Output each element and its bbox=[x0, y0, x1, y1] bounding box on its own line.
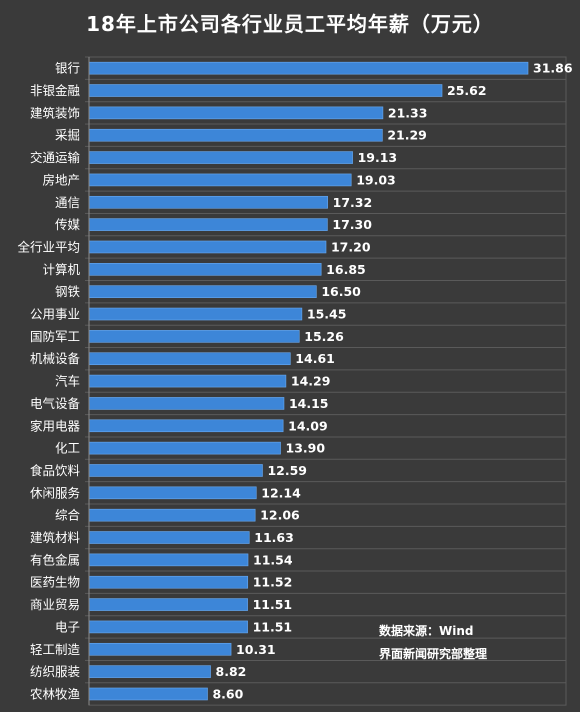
bar bbox=[88, 218, 328, 231]
bar bbox=[88, 486, 257, 500]
category-label: 钢铁 bbox=[55, 284, 81, 299]
chart-title: 18年上市公司各行业员工平均年薪（万元） bbox=[86, 12, 494, 36]
bar bbox=[88, 397, 285, 410]
value-label: 16.85 bbox=[326, 262, 366, 277]
category-label: 轻工制造 bbox=[30, 642, 81, 657]
category-label: 交通运输 bbox=[30, 150, 81, 165]
value-label: 8.60 bbox=[212, 686, 243, 701]
bar bbox=[88, 374, 287, 388]
source-credit: 界面新闻研究部整理 bbox=[379, 647, 488, 661]
bar bbox=[88, 173, 352, 187]
bar bbox=[88, 508, 256, 522]
value-label: 14.09 bbox=[288, 418, 328, 433]
category-label: 通信 bbox=[55, 195, 80, 210]
bar bbox=[88, 575, 249, 589]
category-label: 房地产 bbox=[42, 172, 80, 187]
category-label: 休闲服务 bbox=[30, 485, 80, 500]
value-label: 17.30 bbox=[332, 217, 372, 232]
bar bbox=[88, 531, 250, 544]
category-label: 计算机 bbox=[42, 262, 80, 277]
value-label: 16.50 bbox=[321, 284, 361, 299]
bar bbox=[88, 642, 232, 656]
bar bbox=[88, 106, 384, 120]
bar bbox=[88, 307, 303, 321]
bar bbox=[88, 263, 322, 276]
value-label: 12.14 bbox=[261, 485, 301, 500]
bar bbox=[88, 665, 211, 678]
value-label: 11.51 bbox=[253, 597, 293, 612]
value-label: 11.54 bbox=[253, 552, 293, 567]
value-label: 17.32 bbox=[333, 195, 373, 210]
category-label: 纺织服装 bbox=[30, 664, 80, 679]
category-label: 综合 bbox=[55, 508, 81, 523]
value-label: 15.45 bbox=[307, 307, 347, 322]
bar bbox=[88, 240, 327, 254]
value-label: 14.61 bbox=[295, 351, 335, 366]
bar bbox=[88, 128, 383, 142]
category-label: 电子 bbox=[55, 619, 80, 634]
bar bbox=[88, 464, 263, 477]
bar bbox=[88, 598, 248, 611]
value-label: 11.51 bbox=[253, 619, 293, 634]
bar bbox=[88, 419, 284, 433]
value-label: 25.62 bbox=[447, 83, 487, 98]
bar bbox=[88, 620, 248, 634]
category-label: 国防军工 bbox=[30, 329, 80, 344]
category-label: 建筑装饰 bbox=[30, 105, 80, 120]
category-label: 采掘 bbox=[55, 128, 80, 143]
category-label: 公用事业 bbox=[30, 307, 80, 322]
category-label: 有色金属 bbox=[30, 552, 80, 567]
category-label: 医药生物 bbox=[30, 575, 80, 590]
category-label: 非银金融 bbox=[30, 83, 81, 98]
category-label: 全行业平均 bbox=[17, 239, 80, 254]
value-label: 19.13 bbox=[358, 150, 398, 165]
value-label: 12.06 bbox=[260, 508, 300, 523]
bar bbox=[88, 352, 291, 366]
category-label: 建筑材料 bbox=[30, 530, 81, 545]
value-label: 17.20 bbox=[331, 239, 371, 254]
bar bbox=[88, 84, 443, 97]
bar bbox=[88, 285, 317, 298]
category-label: 家用电器 bbox=[30, 418, 81, 433]
value-label: 10.31 bbox=[236, 642, 276, 657]
bar bbox=[88, 61, 529, 75]
bar bbox=[88, 553, 249, 567]
value-label: 8.82 bbox=[216, 664, 247, 679]
value-label: 19.03 bbox=[356, 172, 396, 187]
source-note: 数据来源：Wind bbox=[379, 624, 474, 638]
value-label: 31.86 bbox=[533, 61, 573, 76]
category-label: 农林牧渔 bbox=[30, 686, 80, 701]
value-label: 14.15 bbox=[289, 396, 329, 411]
value-label: 12.59 bbox=[267, 463, 307, 478]
category-label: 商业贸易 bbox=[30, 597, 80, 612]
bar bbox=[88, 195, 328, 209]
category-label: 电气设备 bbox=[30, 396, 81, 411]
category-label: 机械设备 bbox=[30, 351, 81, 366]
bar bbox=[88, 441, 281, 455]
value-label: 15.26 bbox=[304, 329, 344, 344]
value-label: 21.29 bbox=[387, 128, 427, 143]
value-label: 11.63 bbox=[254, 530, 294, 545]
category-label: 传媒 bbox=[55, 217, 81, 232]
value-label: 11.52 bbox=[253, 575, 293, 590]
value-label: 13.90 bbox=[286, 441, 326, 456]
value-label: 21.33 bbox=[388, 105, 428, 120]
category-label: 汽车 bbox=[55, 374, 80, 389]
value-label: 14.29 bbox=[291, 374, 331, 389]
category-label: 银行 bbox=[55, 61, 80, 76]
category-label: 食品饮料 bbox=[30, 463, 81, 478]
bar bbox=[88, 687, 208, 701]
category-label: 化工 bbox=[55, 441, 80, 456]
bar bbox=[88, 151, 353, 164]
bar bbox=[88, 330, 300, 343]
